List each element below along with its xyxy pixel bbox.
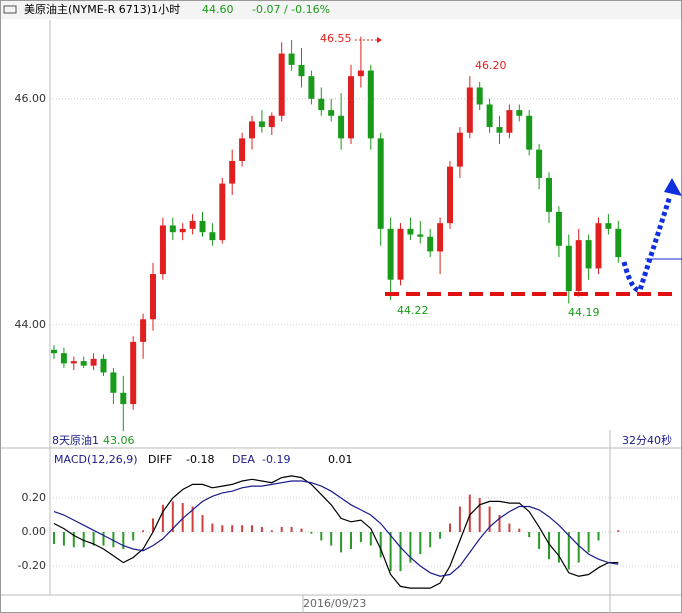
candle-body	[90, 358, 97, 366]
candle-body	[456, 132, 463, 167]
candle-body	[318, 98, 325, 111]
candle-body	[357, 70, 364, 77]
candle-body	[387, 228, 394, 280]
header-bar	[1, 1, 681, 19]
macd-title: MACD(12,26,9)	[54, 453, 138, 466]
candle-body	[437, 223, 444, 252]
candle-body	[258, 121, 265, 128]
candle-body	[100, 358, 107, 373]
candle-body	[239, 138, 246, 161]
legend-label: DIFF	[148, 453, 172, 466]
candle-body	[70, 361, 77, 364]
candle-body	[80, 361, 87, 366]
candle-body	[496, 127, 503, 133]
header-title: 美原油主(NYME-R 6713)1小时	[24, 2, 180, 16]
candle-body	[486, 104, 493, 128]
candle-body	[377, 138, 384, 229]
candle-body	[60, 353, 67, 364]
candle-body	[476, 87, 483, 105]
candle-body	[615, 228, 622, 258]
candle-body	[546, 177, 552, 212]
candle-body	[51, 349, 57, 354]
y-tick-label: -0.20	[18, 559, 46, 572]
candle-body	[140, 319, 147, 342]
candle-body	[150, 274, 156, 320]
candle-body	[199, 220, 206, 233]
candle-body	[466, 87, 473, 133]
forecast-arrow	[621, 195, 673, 293]
candle-body	[367, 70, 374, 139]
macd-line	[53, 480, 619, 577]
forecast-arrowhead	[664, 178, 682, 196]
candle-body	[209, 232, 216, 241]
candle-body	[308, 76, 315, 99]
legend-value: -0.19	[262, 453, 290, 466]
legend-value: -0.18	[186, 453, 214, 466]
countdown: 32分40秒	[622, 433, 672, 447]
candle-body	[427, 236, 434, 252]
candle-body	[506, 110, 513, 133]
candle-body	[397, 228, 404, 280]
candle-body	[169, 225, 176, 233]
candle-body	[219, 183, 226, 241]
candle-body	[565, 245, 572, 292]
annotation-low: 44.19	[568, 306, 600, 319]
candle-body	[249, 121, 255, 139]
legend-label: DEA	[232, 453, 255, 466]
candle-body	[229, 160, 236, 184]
candle-body	[417, 234, 424, 237]
candle-body	[110, 372, 117, 393]
candle-body	[516, 110, 523, 116]
period-label: 8天原油1	[52, 433, 99, 447]
candle-body	[328, 110, 335, 116]
candle-body	[179, 228, 186, 233]
change: -0.07 / -0.16%	[252, 3, 330, 16]
candle-body	[298, 64, 305, 77]
candle-body	[268, 115, 275, 128]
plot: 46.00 44.00 0.20 0.00 -0.20	[15, 36, 680, 589]
candle-body	[605, 223, 612, 229]
header-icon[interactable]	[3, 5, 17, 14]
y-tick-label: 0.20	[22, 491, 47, 504]
x-label: 2016/09/23	[303, 597, 366, 610]
candle-body	[536, 149, 543, 178]
candle-body	[159, 225, 166, 275]
candle-body	[338, 115, 345, 139]
annotation-arrow	[377, 37, 382, 43]
candle-body	[575, 240, 582, 292]
y-tick-label: 46.00	[15, 92, 47, 105]
annotation-low: 44.22	[397, 304, 429, 317]
candle-body	[130, 341, 137, 405]
candle-body	[120, 392, 127, 405]
candle-body	[526, 115, 533, 150]
y-tick-label: 44.00	[15, 318, 47, 331]
candle-body	[278, 53, 285, 116]
candle-body	[189, 220, 196, 229]
last-price: 44.60	[202, 3, 234, 16]
annotation-high: 46.20	[475, 59, 507, 72]
candle-body	[585, 240, 592, 269]
annotation-high: 46.55	[320, 32, 352, 45]
y-tick-label: 0.00	[22, 525, 47, 538]
candle-body	[447, 166, 453, 224]
macd-value: 0.01	[328, 453, 353, 466]
candle-body	[595, 223, 602, 269]
candle-body	[555, 211, 562, 246]
candle-body	[348, 76, 354, 139]
candle-body	[288, 53, 295, 65]
annotation-low: 43.06	[103, 434, 135, 447]
macd-line	[53, 475, 619, 589]
candle-body	[407, 228, 414, 235]
